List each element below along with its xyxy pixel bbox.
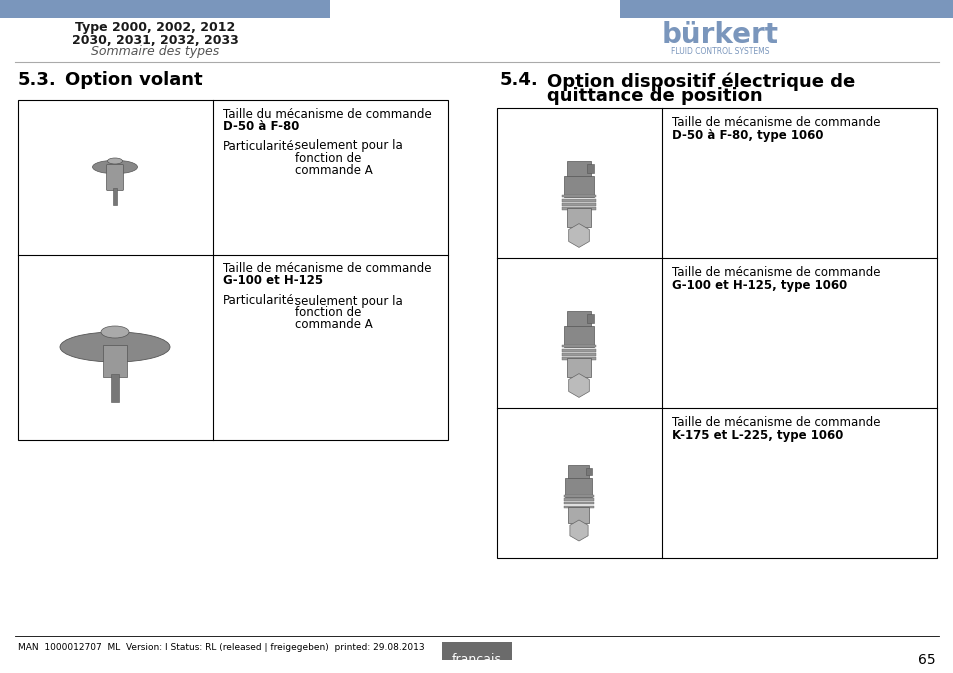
- Text: Taille de mécanisme de commande: Taille de mécanisme de commande: [223, 262, 431, 275]
- Ellipse shape: [108, 158, 122, 164]
- Text: Sommaire des types: Sommaire des types: [91, 46, 219, 59]
- Bar: [563, 495, 594, 497]
- Text: G-100 et H-125: G-100 et H-125: [223, 275, 323, 287]
- Bar: [561, 345, 596, 347]
- Bar: [563, 498, 594, 501]
- Text: 2030, 2031, 2032, 2033: 2030, 2031, 2032, 2033: [71, 34, 238, 46]
- Text: 5.3.: 5.3.: [18, 71, 56, 89]
- Bar: [587, 314, 594, 322]
- Text: Taille du mécanisme de commande: Taille du mécanisme de commande: [223, 108, 432, 120]
- Text: G-100 et H-125, type 1060: G-100 et H-125, type 1060: [671, 279, 846, 293]
- Bar: [561, 349, 596, 351]
- Text: 65: 65: [918, 653, 935, 667]
- Bar: [561, 199, 596, 201]
- Text: FLUID CONTROL SYSTEMS: FLUID CONTROL SYSTEMS: [670, 48, 768, 57]
- Bar: [561, 203, 596, 206]
- Text: fonction de: fonction de: [294, 306, 361, 320]
- Text: quittance de position: quittance de position: [546, 87, 761, 105]
- Text: D-50 à F-80, type 1060: D-50 à F-80, type 1060: [671, 129, 822, 143]
- Text: fonction de: fonction de: [294, 151, 361, 164]
- Bar: [563, 502, 594, 504]
- Bar: [561, 207, 596, 210]
- FancyBboxPatch shape: [107, 164, 123, 190]
- Bar: [679, 3, 698, 10]
- Bar: [561, 194, 596, 197]
- Text: Type 2000, 2002, 2012: Type 2000, 2002, 2012: [74, 22, 234, 34]
- Text: commande A: commande A: [294, 318, 373, 332]
- Bar: [441, 642, 512, 660]
- Bar: [566, 358, 590, 377]
- Ellipse shape: [101, 326, 129, 338]
- Text: français: français: [452, 653, 501, 666]
- Text: Taille de mécanisme de commande: Taille de mécanisme de commande: [671, 116, 880, 129]
- Text: Taille de mécanisme de commande: Taille de mécanisme de commande: [671, 417, 880, 429]
- Bar: [619, 0, 953, 18]
- Text: 5.4.: 5.4.: [499, 71, 538, 89]
- Bar: [568, 464, 589, 479]
- Text: Particularité:: Particularité:: [223, 295, 298, 308]
- Bar: [563, 326, 594, 347]
- Bar: [566, 161, 590, 178]
- Text: MAN  1000012707  ML  Version: I Status: RL (released | freigegeben)  printed: 29: MAN 1000012707 ML Version: I Status: RL …: [18, 643, 424, 653]
- Bar: [566, 311, 590, 328]
- Text: Option volant: Option volant: [65, 71, 202, 89]
- Text: K-175 et L-225, type 1060: K-175 et L-225, type 1060: [671, 429, 842, 443]
- Text: seulement pour la: seulement pour la: [294, 295, 402, 308]
- Bar: [563, 505, 594, 508]
- Ellipse shape: [60, 332, 170, 362]
- Bar: [568, 507, 589, 523]
- Bar: [111, 374, 119, 402]
- Bar: [566, 209, 590, 227]
- Text: Taille de mécanisme de commande: Taille de mécanisme de commande: [671, 267, 880, 279]
- Bar: [563, 176, 594, 197]
- Text: Option dispositif électrique de: Option dispositif électrique de: [546, 73, 854, 92]
- Text: bürkert: bürkert: [660, 21, 778, 49]
- Text: Particularité:: Particularité:: [223, 139, 298, 153]
- Bar: [497, 108, 936, 558]
- Bar: [561, 353, 596, 356]
- Text: D-50 à F-80: D-50 à F-80: [223, 120, 299, 133]
- Text: seulement pour la: seulement pour la: [294, 139, 402, 153]
- Bar: [586, 468, 592, 475]
- Text: commande A: commande A: [294, 164, 373, 176]
- Bar: [561, 357, 596, 360]
- Bar: [0, 0, 330, 18]
- Ellipse shape: [92, 160, 137, 174]
- Bar: [587, 164, 594, 172]
- Bar: [701, 3, 761, 10]
- Bar: [18, 100, 448, 440]
- Bar: [112, 188, 117, 205]
- Bar: [565, 478, 592, 497]
- Bar: [103, 345, 127, 377]
